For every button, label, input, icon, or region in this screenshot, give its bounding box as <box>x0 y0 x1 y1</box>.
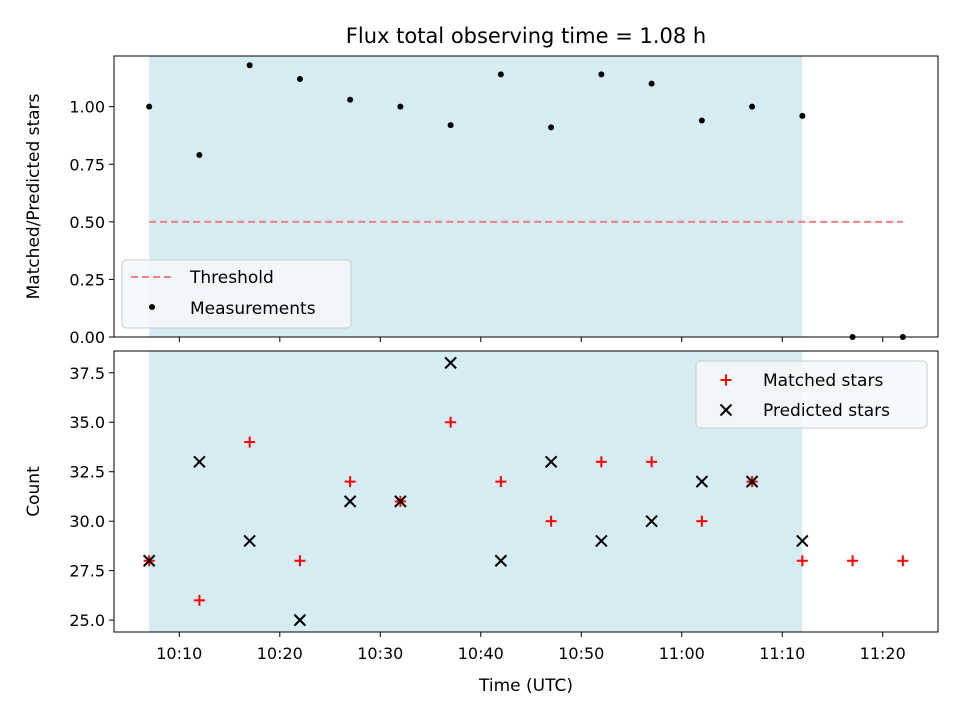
legend-predicted-label: Predicted stars <box>763 401 890 421</box>
x-axis-label: Time (UTC) <box>478 676 573 696</box>
measurement-point <box>497 71 504 78</box>
x-tick-label: 10:10 <box>156 644 202 663</box>
x-tick-label: 10:40 <box>458 644 504 663</box>
x-tick-label: 10:50 <box>558 644 604 663</box>
measurement-point <box>648 80 655 87</box>
predicted-star-point <box>293 613 307 627</box>
y-axis-label-count: Count <box>24 466 44 517</box>
measurement-point <box>799 112 806 119</box>
y-tick-label: 30.0 <box>69 512 105 531</box>
matched-star-point <box>495 476 507 488</box>
y-tick-label: 37.5 <box>69 364 105 383</box>
predicted-star-point <box>394 495 407 508</box>
legend-measurements-swatch <box>149 304 155 310</box>
matched-star-point <box>696 515 708 527</box>
x-tick-label: 10:20 <box>257 644 303 663</box>
measurement-point <box>598 71 605 78</box>
y-tick-label: 27.5 <box>69 562 105 581</box>
legend-measurements-label: Measurements <box>190 299 316 319</box>
counts-panel: 25.0 27.5 30.0 32.5 35.0 37.5 10:10 10:20 10:30… <box>24 350 939 696</box>
predicted-star-point <box>142 554 156 567</box>
measurement-point <box>698 117 705 124</box>
matched-star-point <box>445 416 457 428</box>
legend-box <box>121 259 352 329</box>
predicted-star-point <box>243 534 256 548</box>
matched-star-point <box>796 555 808 567</box>
predicted-star-point <box>193 455 206 469</box>
x-tick-label: 11:00 <box>659 644 705 663</box>
y-tick-label: 0.75 <box>69 155 105 174</box>
measurement-point <box>749 103 756 110</box>
y-tick-label: 1.00 <box>69 98 105 117</box>
matched-star-point <box>294 555 306 567</box>
x-tick-label: 10:30 <box>357 644 403 663</box>
measurement-point <box>347 96 354 103</box>
measurement-point <box>146 103 153 110</box>
bottom-axes-frame <box>113 350 939 633</box>
matched-star-point <box>847 555 859 567</box>
x-tick-label: 11:10 <box>759 644 805 663</box>
measurement-point <box>296 76 303 83</box>
predicted-star-point <box>796 534 809 548</box>
top-axes-frame <box>113 55 939 338</box>
matched-star-point <box>193 594 205 606</box>
y-axis-label-ratio: Matched/Predicted stars <box>24 93 44 299</box>
y-tick-label: 0.00 <box>69 328 105 347</box>
matched-star-point <box>344 476 356 488</box>
predicted-star-point <box>494 554 508 567</box>
measurement-point <box>397 103 404 110</box>
matched-star-point <box>244 436 256 448</box>
chart-title: Flux total observing time = 1.08 h <box>346 24 706 48</box>
legend-matched-label: Matched stars <box>763 371 883 391</box>
observing-window-band <box>149 351 803 632</box>
y-tick-label: 0.25 <box>69 270 105 289</box>
x-tick-label: 11:20 <box>860 644 906 663</box>
matched-star-point <box>646 456 658 468</box>
predicted-star-point <box>595 534 608 548</box>
y-tick-label: 35.0 <box>69 413 105 432</box>
matched-star-point <box>595 456 607 468</box>
matched-star-point <box>897 555 909 567</box>
predicted-star-point <box>645 514 658 528</box>
predicted-star-point <box>444 356 457 370</box>
flux-ratio-panel: 0.00 0.25 0.50 0.75 1.00 Flux total observin… <box>24 24 939 347</box>
legend-matched-swatch <box>720 374 732 386</box>
measurement-point <box>246 62 253 69</box>
y-tick-label: 25.0 <box>69 611 105 630</box>
predicted-star-point <box>343 495 357 508</box>
measurement-point <box>548 124 555 131</box>
legend-threshold-label: Threshold <box>189 268 274 288</box>
predicted-star-point <box>544 455 558 469</box>
predicted-star-point <box>695 475 709 488</box>
y-tick-label: 0.50 <box>69 213 105 232</box>
legend-bottom: Matched stars Predicted stars <box>695 360 928 429</box>
legend-box <box>695 360 928 429</box>
measurement-point <box>196 152 203 159</box>
legend-predicted-swatch <box>719 403 733 417</box>
predicted-star-point <box>745 475 759 488</box>
legend-top: Threshold Measurements <box>121 259 352 329</box>
matched-star-point <box>545 515 557 527</box>
measurement-point <box>447 122 454 129</box>
y-tick-label: 32.5 <box>69 463 105 482</box>
